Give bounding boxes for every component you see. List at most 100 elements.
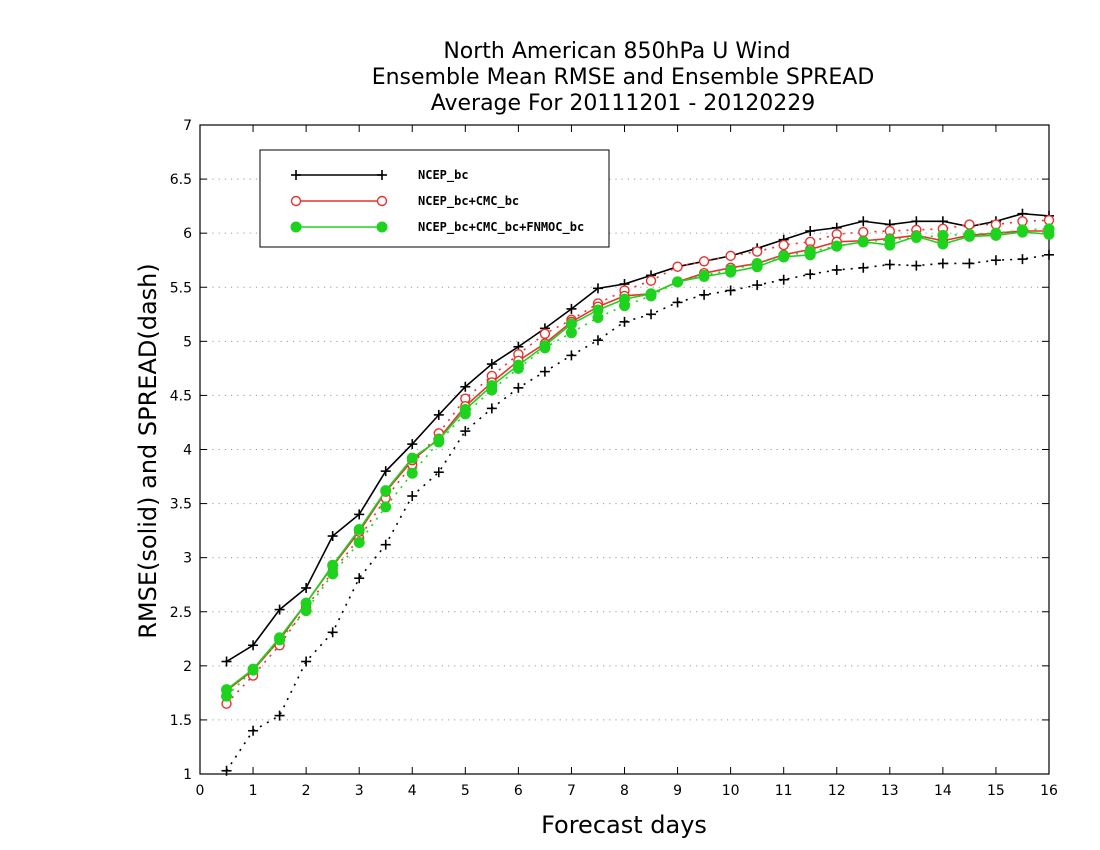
filled-circle-marker xyxy=(406,467,418,479)
filled-circle-marker xyxy=(327,559,339,571)
open-circle-marker xyxy=(376,195,388,207)
plus-marker xyxy=(327,627,338,638)
legend: NCEP_bc NCEP_bc+CMC_bc NCEP_bc+CMC_bc+FNMO… xyxy=(259,149,610,248)
filled-circle-marker xyxy=(831,240,843,252)
filled-circle-marker xyxy=(433,434,445,446)
y-tick-label: 6 xyxy=(183,226,192,242)
y-tick-label: 4 xyxy=(183,443,192,459)
x-tick-label: 1 xyxy=(249,783,258,799)
chart-title-line-2: Ensemble Mean RMSE and Ensemble SPREAD xyxy=(372,65,875,90)
filled-circle-marker xyxy=(804,249,816,261)
x-tick-label: 3 xyxy=(355,783,364,799)
y-tick-label: 2.5 xyxy=(170,605,192,621)
plus-marker xyxy=(327,531,338,542)
plus-marker xyxy=(858,216,869,227)
filled-circle-marker xyxy=(406,452,418,464)
plus-marker xyxy=(752,280,763,291)
plus-marker xyxy=(964,258,975,269)
spread-line xyxy=(225,228,1050,697)
x-tick-label: 14 xyxy=(934,783,952,799)
filled-circle-marker xyxy=(990,229,1002,241)
filled-circle-marker xyxy=(512,359,524,371)
filled-circle-marker xyxy=(565,318,577,330)
x-axis-label: Forecast days xyxy=(541,811,707,839)
open-circle-marker xyxy=(290,195,302,207)
plus-marker xyxy=(805,226,816,237)
open-circle-marker xyxy=(858,226,869,238)
plus-marker xyxy=(354,573,365,584)
y-axis-label: RMSE(solid) and SPREAD(dash) xyxy=(134,263,162,639)
open-circle-marker xyxy=(1043,214,1055,226)
filled-circle-marker xyxy=(751,261,763,273)
open-circle-marker xyxy=(698,256,710,267)
x-tick-label: 11 xyxy=(775,783,793,799)
y-tick-label: 5 xyxy=(183,334,192,350)
plus-marker xyxy=(831,264,842,275)
x-tick-label: 15 xyxy=(987,783,1005,799)
plus-marker xyxy=(433,409,444,420)
plus-marker xyxy=(274,710,285,721)
rmse-line xyxy=(226,231,1050,691)
plus-marker xyxy=(778,274,789,285)
filled-circle-marker xyxy=(645,288,657,300)
legend-label: NCEP_bc+CMC_bc+FNMOC_bc xyxy=(418,220,584,235)
x-tick-label: 9 xyxy=(673,783,682,799)
plus-marker xyxy=(248,725,259,736)
plus-marker xyxy=(592,335,603,346)
plus-marker xyxy=(380,466,391,477)
open-circle-marker xyxy=(964,219,975,230)
plus-marker xyxy=(486,359,497,370)
plus-marker xyxy=(566,303,577,314)
series-group xyxy=(221,208,1055,776)
plus-marker xyxy=(805,269,816,280)
filled-circle-marker xyxy=(539,340,551,352)
filled-circle-marker xyxy=(937,238,949,250)
plus-marker xyxy=(592,283,603,294)
filled-circle-marker xyxy=(459,403,471,415)
filled-circle-marker xyxy=(380,501,392,513)
filled-circle-marker xyxy=(1043,228,1055,240)
plus-marker xyxy=(221,765,232,776)
plus-marker xyxy=(725,285,736,296)
open-circle-marker xyxy=(1017,216,1028,227)
y-tick-label: 3.5 xyxy=(170,497,192,513)
filled-circle-marker xyxy=(698,270,710,282)
open-circle-marker xyxy=(672,261,683,272)
plus-marker xyxy=(274,604,285,615)
plus-marker xyxy=(407,491,418,502)
x-tick-label: 12 xyxy=(828,783,846,799)
x-tick-label: 4 xyxy=(408,783,417,799)
series-ncep-bc-cmc-bc xyxy=(221,214,1055,709)
legend-label: NCEP_bc+CMC_bc xyxy=(418,194,519,209)
plus-marker xyxy=(460,426,471,437)
plus-marker xyxy=(460,381,471,392)
rmse-line xyxy=(226,212,1050,663)
plus-marker xyxy=(539,366,550,377)
x-tick-label: 5 xyxy=(461,783,470,799)
plus-marker xyxy=(619,316,630,327)
open-circle-marker xyxy=(645,275,657,286)
plus-marker xyxy=(301,656,312,667)
y-tick-label: 3 xyxy=(183,551,192,567)
filled-circle-marker xyxy=(290,221,302,233)
chart-title-line-1: North American 850hPa U Wind xyxy=(443,39,790,64)
filled-circle-marker xyxy=(376,221,388,233)
plus-marker xyxy=(1017,254,1028,265)
plus-marker xyxy=(646,309,657,320)
x-tick-label: 16 xyxy=(1040,783,1058,799)
open-circle-marker xyxy=(778,239,789,251)
filled-circle-marker xyxy=(857,236,869,248)
filled-circle-marker xyxy=(910,230,922,242)
open-circle-marker xyxy=(539,328,551,339)
plus-marker xyxy=(221,656,232,667)
plus-marker xyxy=(377,170,387,180)
spread-line xyxy=(225,219,1050,705)
chart-title-line-3: Average For 20111201 - 20120229 xyxy=(431,91,816,116)
plus-marker xyxy=(433,467,444,478)
y-tick-label: 2 xyxy=(183,659,192,675)
legend-item: NCEP_bc+CMC_bc xyxy=(290,194,519,209)
filled-circle-marker xyxy=(884,239,896,251)
legend-label: NCEP_bc xyxy=(418,168,469,183)
x-tick-label: 7 xyxy=(567,783,576,799)
legend-box xyxy=(259,149,610,248)
